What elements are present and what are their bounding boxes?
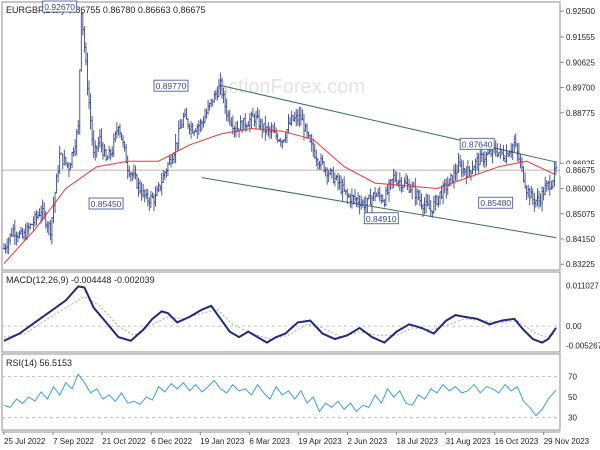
- rsi-tick-label: 50: [568, 393, 577, 402]
- rsi-panel-frame: [1, 353, 561, 431]
- macd-line: [3, 285, 557, 344]
- price-annotation-box: [478, 196, 514, 209]
- date-axis: 25 Jul 2022 7 Sep 2022 21 Oct 2022 6 Dec 20…: [3, 432, 590, 446]
- watermark: ActionForex.com: [215, 76, 365, 98]
- price-panel-frame: [1, 1, 561, 271]
- macd-axis: 0.011027 0.00 -0.005267: [566, 282, 600, 351]
- price-tick-label: 0.83225: [566, 260, 595, 269]
- macd-tick-label: 0.00: [566, 322, 582, 331]
- price-tick-label: 0.86000: [566, 185, 595, 194]
- date-tick-label: 19 Jan 2023: [200, 437, 245, 446]
- price-annotation-box: [459, 137, 495, 150]
- price-tick-label: 0.92500: [566, 7, 595, 16]
- date-tick-label: 21 Oct 2022: [102, 437, 146, 446]
- date-tick-label: 6 Mar 2023: [249, 437, 290, 446]
- price-annotation-label: 0.85480: [480, 198, 511, 208]
- date-tick-label: 25 Jul 2022: [4, 437, 46, 446]
- price-annotation-box: [153, 79, 189, 92]
- macd-panel: MACD(12,26,9) -0.004448 -0.002039 0.0110…: [1, 271, 600, 353]
- price-annotation-box: [363, 212, 399, 225]
- rsi-axis: 70 50 30: [568, 372, 577, 422]
- rsi-tick-label: 30: [568, 414, 577, 423]
- date-tick-label: 6 Dec 2022: [151, 437, 192, 446]
- price-tick-label: 0.88775: [566, 109, 595, 118]
- date-tick-label: 29 Nov 2023: [544, 437, 590, 446]
- price-tick-label: 0.85075: [566, 210, 595, 219]
- rsi-tick-label: 70: [568, 372, 577, 381]
- price-tick-label: 0.86925: [566, 159, 595, 168]
- macd-title: MACD(12,26,9) -0.004448 -0.002039: [6, 275, 155, 285]
- date-tick-label: 19 Apr 2023: [298, 437, 342, 446]
- rsi-line: [3, 373, 557, 417]
- price-annotation-label: 0.89770: [156, 81, 187, 91]
- price-tick-label: 0.89700: [566, 84, 595, 93]
- date-tick-label: 31 Aug 2023: [446, 437, 491, 446]
- channel-lower-line: [201, 177, 557, 239]
- date-tick-label: 18 Jul 2023: [397, 437, 439, 446]
- price-tick-label: 0.90625: [566, 58, 595, 67]
- price-annotation-label: 0.87640: [462, 139, 493, 149]
- macd-signal-line: [3, 296, 557, 340]
- price-annotation-box: [42, 0, 78, 13]
- date-tick-label: 16 Oct 2023: [495, 437, 539, 446]
- price-tick-label: 0.84150: [566, 235, 595, 244]
- price-annotation-label: 0.92670: [44, 2, 75, 12]
- macd-panel-frame: [1, 271, 561, 353]
- price-annotation-label: 0.84910: [366, 214, 397, 224]
- current-price-box: [560, 164, 600, 177]
- rsi-panel: RSI(14) 56.5153 70 50 30: [1, 353, 577, 431]
- macd-series: [2, 285, 560, 344]
- current-price-label: 0.86675: [566, 166, 595, 175]
- price-axis: 0.92500 0.91555 0.90625 0.89700 0.88775 0.869…: [560, 7, 600, 269]
- rsi-series: [2, 373, 560, 419]
- date-tick-label: 2 Jun 2023: [347, 437, 387, 446]
- symbol-header: EURGBP,Daily 0.86755 0.86780 0.86663 0.8…: [6, 5, 206, 15]
- macd-tick-label: -0.005267: [566, 341, 600, 350]
- rsi-title: RSI(14) 56.5153: [6, 358, 72, 368]
- moving-average-line: [3, 127, 557, 264]
- date-tick-label: 7 Sep 2022: [53, 437, 94, 446]
- price-annotation-box: [88, 197, 124, 210]
- macd-tick-label: 0.011027: [566, 282, 599, 291]
- price-panel: ActionForex.com EURGBP,Daily 0.86755 0.8…: [1, 0, 600, 271]
- price-tick-label: 0.91555: [566, 33, 595, 42]
- price-series: 0.92670 0.85450 0.89770 0.84910 0.87640 0.854…: [2, 0, 560, 264]
- price-annotation-label: 0.85450: [91, 199, 122, 209]
